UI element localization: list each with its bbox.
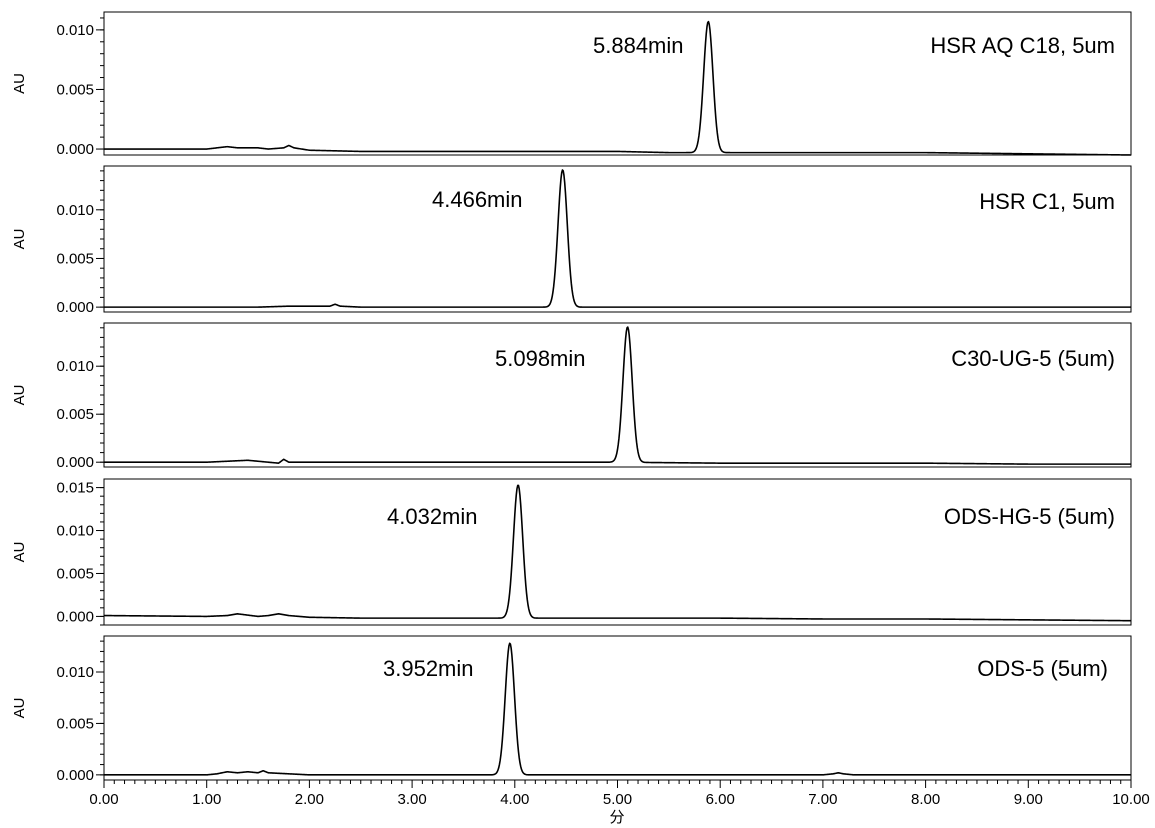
x-tick-label: 9.00 <box>1014 791 1043 808</box>
x-tick-label: 10.00 <box>1112 791 1150 808</box>
y-tick-label: 0.000 <box>56 767 94 784</box>
x-tick-label: 7.00 <box>808 791 837 808</box>
peak-retention-label: 3.952min <box>383 656 474 681</box>
y-tick-label: 0.000 <box>56 608 94 625</box>
chromatogram-trace <box>103 484 1132 622</box>
panel-frame <box>103 165 1132 313</box>
chromatogram-panel-5: 0.000 0.005 0.010 AU 3.952min ODS-5 (5um) <box>11 635 1132 784</box>
y-tick-label: 0.010 <box>56 358 94 375</box>
y-axis-title: AU <box>11 229 28 250</box>
panel-frame <box>103 478 1132 626</box>
peak-retention-label: 4.466min <box>432 187 523 212</box>
y-tick-label: 0.005 <box>56 250 94 267</box>
chromatogram-trace <box>103 20 1132 156</box>
x-tick-label: 3.00 <box>397 791 426 808</box>
x-tick-label: 4.00 <box>500 791 529 808</box>
column-label: HSR AQ C18, 5um <box>930 33 1115 58</box>
x-tick-label: 6.00 <box>706 791 735 808</box>
y-tick-label: 0.010 <box>56 523 94 540</box>
y-tick-label: 0.010 <box>56 22 94 39</box>
y-tick-label: 0.000 <box>56 141 94 158</box>
y-tick-label: 0.000 <box>56 454 94 471</box>
y-tick-label: 0.005 <box>56 715 94 732</box>
y-axis-title: AU <box>11 698 28 719</box>
column-label: C30-UG-5 (5um) <box>951 346 1115 371</box>
y-tick-label: 0.005 <box>56 565 94 582</box>
chromatogram-trace <box>103 642 1132 776</box>
chromatogram-trace <box>103 326 1132 465</box>
peak-retention-label: 5.884min <box>593 33 684 58</box>
y-tick-label: 0.015 <box>56 480 94 497</box>
chromatogram-trace <box>103 169 1132 308</box>
y-axis-title: AU <box>11 542 28 563</box>
chromatogram-panel-2: 0.000 0.005 0.010 AU 4.466min HSR C1, 5um <box>11 165 1132 316</box>
x-tick-label: 1.00 <box>192 791 221 808</box>
column-label: ODS-5 (5um) <box>977 656 1108 681</box>
x-tick-label: 0.00 <box>89 791 118 808</box>
chromatogram-panel-1: 0.000 0.005 0.010 AU 5.884min HSR AQ C18, 5um <box>11 11 1132 158</box>
column-label: ODS-HG-5 (5um) <box>944 504 1115 529</box>
x-tick-label: 2.00 <box>295 791 324 808</box>
column-label: HSR C1, 5um <box>979 189 1115 214</box>
y-tick-label: 0.000 <box>56 299 94 316</box>
y-tick-label: 0.010 <box>56 202 94 219</box>
panel-frame <box>103 11 1132 156</box>
x-axis: 0.00 1.00 2.00 3.00 4.00 5.00 6.00 7.00 8.00 9.00… <box>89 780 1150 826</box>
y-tick-label: 0.005 <box>56 81 94 98</box>
chromatogram-panel-4: 0.000 0.005 0.010 0.015 AU 4.032min ODS-HG-5 (… <box>11 478 1132 626</box>
y-tick-label: 0.010 <box>56 664 94 681</box>
chromatogram-panel-3: 0.000 0.005 0.010 AU 5.098min C30-UG-5 (5um) <box>11 322 1132 471</box>
y-axis-title: AU <box>11 73 28 94</box>
peak-retention-label: 4.032min <box>387 504 478 529</box>
x-tick-label: 8.00 <box>911 791 940 808</box>
y-axis-title: AU <box>11 385 28 406</box>
x-axis-title: 分 <box>609 809 624 826</box>
peak-retention-label: 5.098min <box>495 346 586 371</box>
x-tick-label: 5.00 <box>603 791 632 808</box>
y-tick-label: 0.005 <box>56 406 94 423</box>
